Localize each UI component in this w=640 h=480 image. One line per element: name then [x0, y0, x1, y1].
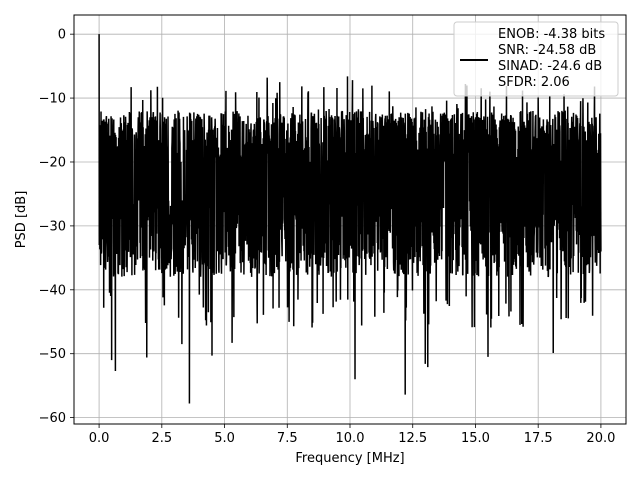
y-tick-label: 0: [58, 28, 66, 43]
y-axis-ticks: 0 −10 −20 −30 −40 −50 −60: [39, 28, 74, 426]
y-tick-label: −10: [39, 92, 66, 107]
y-axis-label: PSD [dB]: [14, 191, 29, 249]
x-tick-label: 5.0: [214, 431, 235, 446]
legend-entry-enob: ENOB: -4.38 bits: [498, 27, 605, 42]
x-tick-label: 15.0: [461, 431, 490, 446]
x-tick-label: 0.0: [89, 431, 110, 446]
legend-box: [453, 21, 619, 97]
legend-entry-snr: SNR: -24.58 dB: [498, 43, 596, 58]
x-tick-label: 20.0: [586, 431, 615, 446]
x-tick-label: 12.5: [398, 431, 427, 446]
y-tick-label: −20: [39, 155, 66, 170]
legend: ENOB: -4.38 bits SNR: -24.58 dB SINAD: -…: [453, 21, 619, 97]
series-line-psd: [98, 34, 602, 404]
x-tick-label: 17.5: [524, 431, 553, 446]
y-tick-label: −30: [39, 219, 66, 234]
x-tick-label: 2.5: [151, 431, 172, 446]
x-axis-label: Frequency [MHz]: [295, 451, 404, 466]
legend-entry-sfdr: SFDR: 2.06: [498, 75, 570, 90]
x-axis-ticks: 0.0 2.5 5.0 7.5 10.0 12.5 15.0 17.5 20.0: [89, 424, 615, 446]
y-tick-label: −50: [39, 347, 66, 362]
x-tick-label: 7.5: [277, 431, 298, 446]
y-tick-label: −60: [39, 411, 66, 426]
y-tick-label: −40: [39, 283, 66, 298]
x-tick-label: 10.0: [336, 431, 365, 446]
plot-area: [98, 34, 602, 404]
legend-entry-sinad: SINAD: -24.6 dB: [498, 59, 602, 74]
